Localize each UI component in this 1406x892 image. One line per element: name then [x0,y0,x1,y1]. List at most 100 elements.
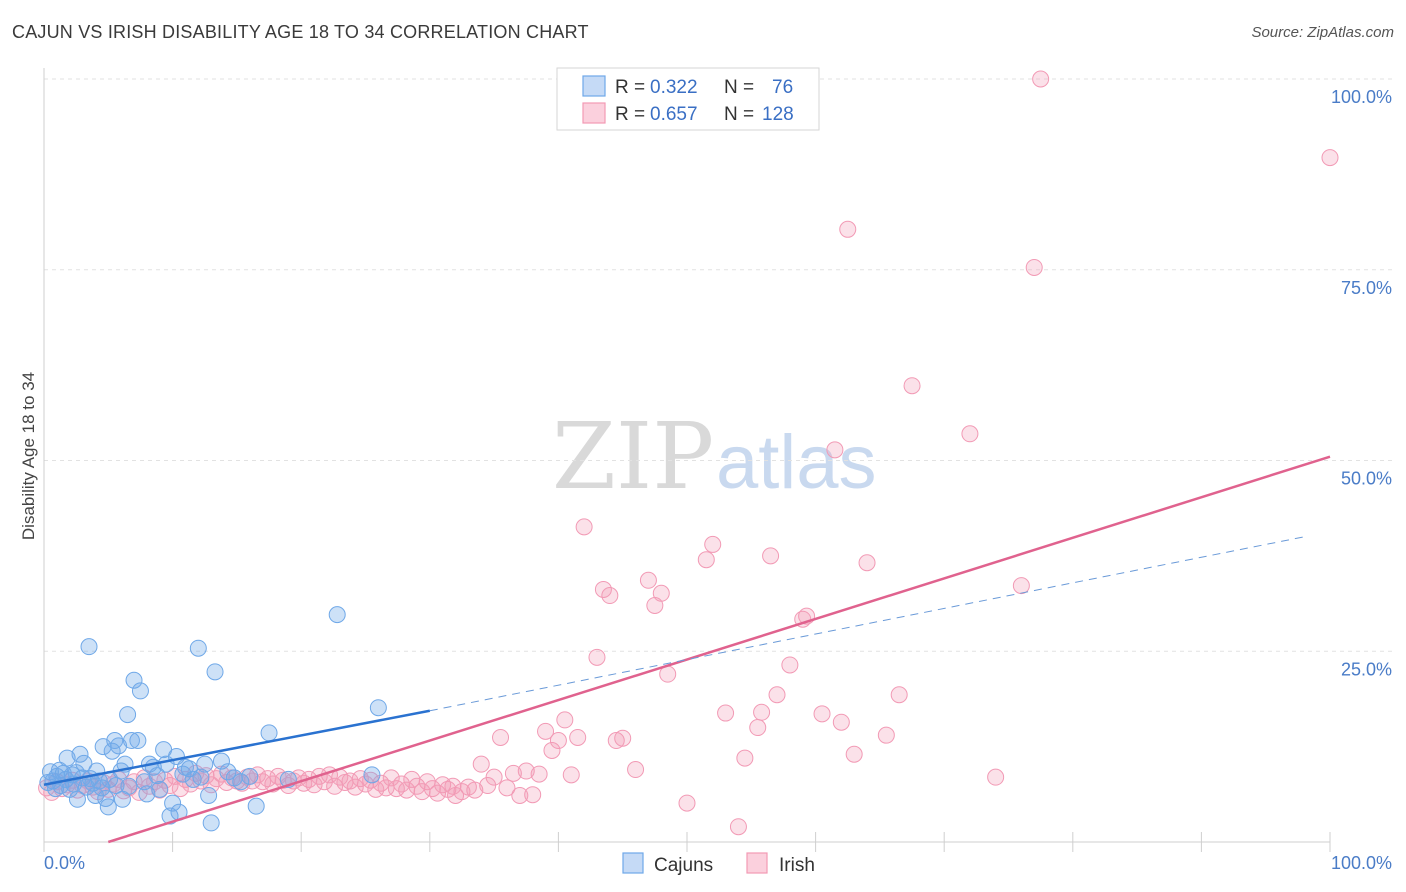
irish-point [479,777,497,795]
irish-points [38,70,1339,836]
irish-point [171,780,189,798]
irish-point [466,781,484,799]
irish-point [524,786,542,804]
y-tick-label: 75.0% [1341,278,1392,298]
irish-point [607,732,625,750]
bottom-legend-label-cajuns: Cajuns [654,855,713,876]
legend-n-value-irish: 128 [762,104,794,125]
irish-point [987,768,1005,786]
cajun-point [212,752,230,770]
irish-point [1025,258,1043,276]
legend-swatch-cajuns [582,75,606,97]
irish-point [254,773,272,791]
gridlines [44,78,1392,652]
irish-point [858,554,876,572]
irish-point [562,766,580,784]
irish-point [537,722,555,740]
irish-point [890,686,908,704]
irish-point [530,765,548,783]
irish-point [569,728,587,746]
x-ticks [43,832,1331,852]
irish-point [125,773,143,791]
x-tick-label-min: 0.0% [44,853,85,873]
irish-point [729,818,747,836]
irish-point [877,726,895,744]
y-tick-labels: 25.0% 50.0% 75.0% 100.0% [1331,87,1392,679]
bottom-legend: Cajuns Irish [622,852,815,876]
irish-point [704,535,722,553]
irish-point [753,703,771,721]
cajun-point [202,814,220,832]
irish-point [601,587,619,605]
cajun-point [189,639,207,657]
legend-r-value-cajuns: 0.322 [650,77,698,98]
irish-point [492,728,510,746]
cajun-point [206,663,224,681]
legend-r-label-irish: R = [615,104,645,125]
cajun-point [260,724,278,742]
cajun-point [110,737,128,755]
irish-point [639,571,657,589]
irish-point [362,771,380,789]
irish-point [903,377,921,395]
source-credit: Source: ZipAtlas.com [1251,24,1394,41]
irish-point [517,762,535,780]
irish-point [781,656,799,674]
irish-point [594,580,612,598]
cajun-point [363,766,381,784]
cajun-point [219,763,237,781]
irish-point [839,220,857,238]
irish-point [212,765,230,783]
irish-point [652,584,670,602]
cajun-point [58,749,76,767]
cajun-point [71,745,89,763]
y-tick-label: 50.0% [1341,469,1392,489]
cajun-point [164,794,182,812]
cajun-point [247,797,265,815]
bottom-legend-swatch-cajuns [622,852,644,874]
irish-point [1032,70,1050,88]
irish-point [736,749,754,767]
legend-n-label-irish: N = [724,104,754,125]
irish-point [749,719,767,737]
bottom-legend-label-irish: Irish [779,855,815,876]
irish-point [498,779,516,797]
irish-trendline [107,455,1331,844]
irish-point [575,518,593,536]
bottom-legend-swatch-irish [746,852,768,874]
irish-point [588,648,606,666]
cajun-point [129,732,147,750]
legend-box: R = 0.322 N = 76 R = 0.657 N = 128 [556,67,820,131]
y-tick-label: 100.0% [1331,87,1392,107]
cajun-point [138,785,156,803]
cajun-points [39,606,387,832]
irish-point [627,761,645,779]
irish-point [826,441,844,459]
cajun-point [196,755,214,773]
cajun-point [200,786,218,804]
legend-n-label-cajuns: N = [724,77,754,98]
irish-point [504,764,522,782]
irish-point [1012,577,1030,595]
irish-point [768,686,786,704]
irish-point [423,780,441,798]
irish-point [697,551,715,569]
watermark-atlas: atlas [716,420,877,505]
cajun-point [151,780,169,798]
cajun-point [148,767,166,785]
irish-point [346,778,364,796]
irish-point [556,711,574,729]
cajun-point [80,638,98,656]
legend-r-value-irish: 0.657 [650,104,698,125]
irish-point [961,425,979,443]
y-axis-label: Disability Age 18 to 34 [19,372,38,540]
irish-point [678,794,696,812]
legend-r-label-cajuns: R = [615,77,645,98]
irish-point [472,755,490,773]
irish-point [549,732,567,750]
chart-title: CAJUN VS IRISH DISABILITY AGE 18 TO 34 C… [12,22,589,42]
trendlines [43,455,1331,844]
cajun-point [119,706,137,724]
y-tick-label: 25.0% [1341,659,1392,679]
